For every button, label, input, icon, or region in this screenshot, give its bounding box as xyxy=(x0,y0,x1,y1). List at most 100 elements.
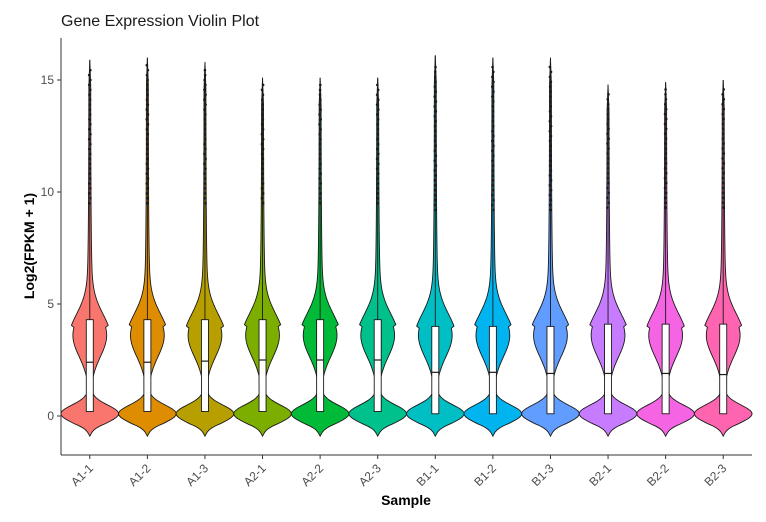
outlier-point xyxy=(490,203,494,207)
outlier-point xyxy=(433,124,437,128)
outlier-point xyxy=(260,132,264,136)
outlier-point xyxy=(203,98,206,102)
outlier-point xyxy=(721,112,725,116)
violin-A1-1 xyxy=(60,59,120,438)
outlier-point xyxy=(606,152,609,155)
iqr-box xyxy=(316,319,325,412)
outlier-point xyxy=(261,182,265,185)
outlier-point xyxy=(663,176,667,180)
outlier-point xyxy=(721,102,724,106)
outlier-point xyxy=(203,123,207,126)
outlier-point xyxy=(204,167,207,171)
outlier-point xyxy=(433,149,437,153)
outlier-point xyxy=(721,93,724,96)
outlier-point xyxy=(433,85,437,89)
outlier-point xyxy=(721,201,725,205)
outlier-point xyxy=(261,137,265,141)
outlier-point xyxy=(491,174,495,177)
outlier-point xyxy=(145,182,149,185)
outlier-point xyxy=(491,95,494,98)
x-tick-label: A1-1 xyxy=(68,461,96,489)
outlier-point xyxy=(663,186,667,190)
violin-B2-3 xyxy=(693,79,753,438)
outlier-point xyxy=(318,142,322,146)
outlier-point xyxy=(722,142,725,145)
x-axis-ticks: A1-1 A1-2 A1-3 A2-1 A2-2 A2-3 B1-1 B1-2 B1-3 B2-1… xyxy=(68,455,730,489)
outlier-point xyxy=(204,113,207,116)
outlier-point xyxy=(434,100,438,103)
outlier-point xyxy=(88,123,92,126)
outlier-point xyxy=(721,127,725,131)
outlier-point xyxy=(375,167,379,171)
outlier-point xyxy=(722,181,725,185)
outlier-point xyxy=(376,142,380,146)
outlier-point xyxy=(607,127,610,131)
outlier-point xyxy=(260,123,264,126)
outlier-point xyxy=(664,88,667,91)
outlier-point xyxy=(319,118,323,121)
outlier-point xyxy=(88,113,92,116)
x-tick-label: B1-2 xyxy=(471,461,499,489)
y-tick-label: 15 xyxy=(41,73,55,87)
violin-B2-2 xyxy=(636,82,695,438)
outlier-point xyxy=(145,137,149,141)
violin-A2-1 xyxy=(233,77,292,438)
outlier-point xyxy=(490,85,494,89)
outlier-point xyxy=(319,172,322,175)
outlier-point xyxy=(318,177,321,180)
outlier-point xyxy=(663,102,667,106)
iqr-box xyxy=(546,325,555,415)
outlier-point xyxy=(721,157,724,160)
outlier-point xyxy=(434,90,438,93)
outlier-point xyxy=(548,164,552,167)
outlier-point xyxy=(375,147,379,151)
outlier-point xyxy=(203,78,206,82)
x-tick-label: B2-3 xyxy=(701,461,729,489)
outlier-point xyxy=(376,172,380,175)
outlier-point xyxy=(606,122,609,126)
outlier-point xyxy=(721,137,725,140)
outlier-point xyxy=(722,171,725,175)
outlier-point xyxy=(664,137,668,140)
outlier-point xyxy=(549,198,553,202)
outlier-point xyxy=(89,132,92,136)
outlier-point xyxy=(318,103,322,106)
outlier-point xyxy=(549,179,553,182)
outlier-point xyxy=(204,147,207,151)
x-tick-label: A2-2 xyxy=(298,461,326,489)
outlier-point xyxy=(491,193,494,197)
outlier-point xyxy=(146,103,150,106)
outlier-point xyxy=(319,137,322,141)
outlier-point xyxy=(203,118,206,121)
outlier-point xyxy=(319,192,322,195)
iqr-box xyxy=(488,325,497,415)
x-tick-label: B1-1 xyxy=(414,461,442,489)
outlier-point xyxy=(491,183,494,187)
outlier-point xyxy=(145,108,149,111)
outlier-point xyxy=(88,147,91,151)
outlier-point xyxy=(664,147,667,150)
outlier-point xyxy=(663,166,667,170)
iqr-box xyxy=(604,323,612,415)
outlier-point xyxy=(203,196,206,200)
outlier-point xyxy=(491,114,495,118)
outlier-point xyxy=(549,149,552,153)
outlier-point xyxy=(261,83,265,87)
outlier-point xyxy=(145,118,149,121)
outlier-point xyxy=(145,172,149,175)
outlier-point xyxy=(146,78,149,82)
outlier-point xyxy=(319,83,322,87)
outlier-point xyxy=(146,142,149,146)
outlier-point xyxy=(319,201,322,205)
outlier-point xyxy=(549,159,552,162)
outlier-point xyxy=(434,129,437,133)
outlier-point xyxy=(260,142,264,146)
outlier-point xyxy=(146,132,150,136)
outlier-point xyxy=(434,110,438,113)
outlier-point xyxy=(607,137,610,140)
outlier-point xyxy=(664,201,668,205)
outlier-point xyxy=(261,127,265,131)
outlier-point xyxy=(145,162,149,166)
outlier-point xyxy=(721,176,725,180)
outlier-point xyxy=(549,169,553,172)
